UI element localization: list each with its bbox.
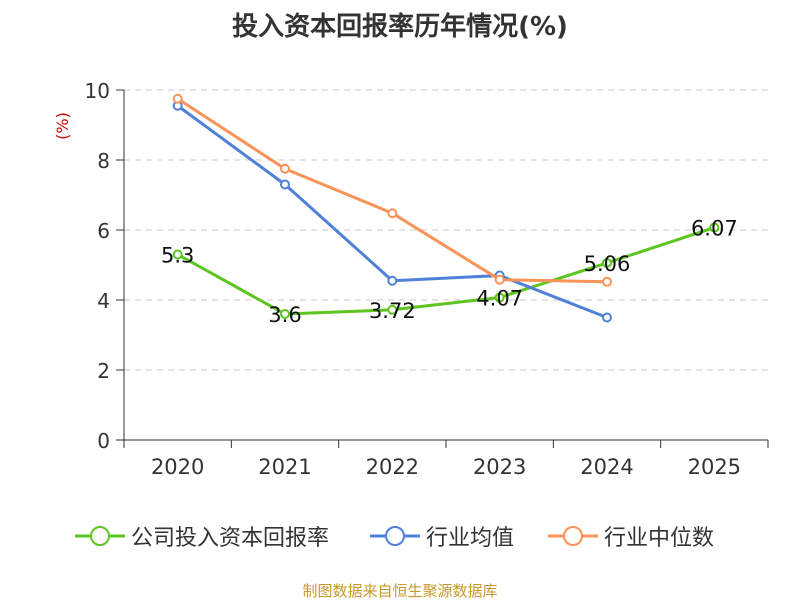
point-company-roic-2024[interactable] bbox=[602, 257, 612, 268]
legend-label-industry-mean: 行业均值 bbox=[426, 526, 515, 551]
y-tick-label-6: 6 bbox=[97, 219, 110, 243]
x-tick-label-2020: 2020 bbox=[151, 455, 204, 479]
x-tick-label-2021: 2021 bbox=[258, 455, 311, 479]
legend-item-company-roic[interactable]: 公司投入资本回报率 bbox=[75, 520, 329, 552]
point-industry-mean-2021[interactable] bbox=[280, 179, 290, 190]
data-label-2021: 3.6 bbox=[268, 303, 301, 327]
y-axis-label: (%) bbox=[53, 112, 72, 140]
x-tick-label-2024: 2024 bbox=[580, 455, 633, 479]
point-company-roic-2021[interactable] bbox=[280, 309, 290, 319]
data-labels: 5.3 3.6 3.72 4.07 5.06 6.07 bbox=[161, 217, 738, 327]
legend-item-industry-mean[interactable]: 行业均值 bbox=[370, 520, 514, 552]
x-tick-label-2022: 2022 bbox=[366, 455, 419, 479]
data-label-2020: 5.3 bbox=[161, 244, 194, 268]
y-tick-label-4: 4 bbox=[97, 289, 110, 313]
data-label-2024: 5.06 bbox=[584, 252, 631, 276]
point-industry-median-2022[interactable] bbox=[387, 208, 398, 219]
data-label-2025: 6.07 bbox=[691, 217, 738, 241]
legend-marker-industry-mean bbox=[370, 526, 420, 546]
point-company-roic-2023[interactable] bbox=[494, 292, 505, 303]
point-company-roic-2020[interactable] bbox=[172, 249, 183, 260]
y-tick-label-10: 10 bbox=[85, 79, 110, 103]
legend: 公司投入资本回报率 行业均值 行业中位数 bbox=[0, 520, 800, 552]
x-tick-label-2023: 2023 bbox=[473, 455, 526, 479]
data-label-2022: 3.72 bbox=[369, 299, 416, 323]
legend-marker-company-roic bbox=[75, 526, 125, 546]
axes: 0 2 4 6 8 10 2020 2021 2022 2023 2024 2025 bbox=[85, 79, 769, 479]
grid-lines bbox=[124, 89, 768, 371]
legend-label-industry-median: 行业中位数 bbox=[604, 526, 715, 551]
legend-item-industry-median[interactable]: 行业中位数 bbox=[548, 520, 714, 552]
y-tick-label-2: 2 bbox=[97, 359, 110, 383]
series-layer bbox=[172, 93, 720, 323]
y-tick-label-0: 0 bbox=[97, 429, 110, 453]
point-industry-median-2023[interactable] bbox=[494, 274, 505, 285]
point-company-roic-2022[interactable] bbox=[387, 304, 398, 315]
point-industry-median-2021[interactable] bbox=[280, 163, 290, 174]
point-industry-mean-2022[interactable] bbox=[387, 275, 398, 286]
legend-marker-industry-median bbox=[548, 526, 598, 546]
series-line-company-roic bbox=[176, 226, 715, 316]
data-source-note: 制图数据来自恒生聚源数据库 bbox=[302, 582, 498, 600]
legend-label-company-roic: 公司投入资本回报率 bbox=[131, 526, 330, 551]
y-tick-label-8: 8 bbox=[97, 149, 110, 173]
point-industry-mean-2024[interactable] bbox=[602, 312, 612, 323]
point-industry-median-2024[interactable] bbox=[602, 276, 612, 287]
point-industry-median-2020[interactable] bbox=[172, 93, 183, 104]
point-company-roic-2025[interactable] bbox=[709, 222, 720, 233]
series-line-industry-median bbox=[176, 97, 608, 284]
chart-title: 投入资本回报率历年情况(%) bbox=[232, 12, 568, 42]
data-label-2023: 4.07 bbox=[476, 287, 523, 311]
x-tick-label-2025: 2025 bbox=[688, 455, 741, 479]
